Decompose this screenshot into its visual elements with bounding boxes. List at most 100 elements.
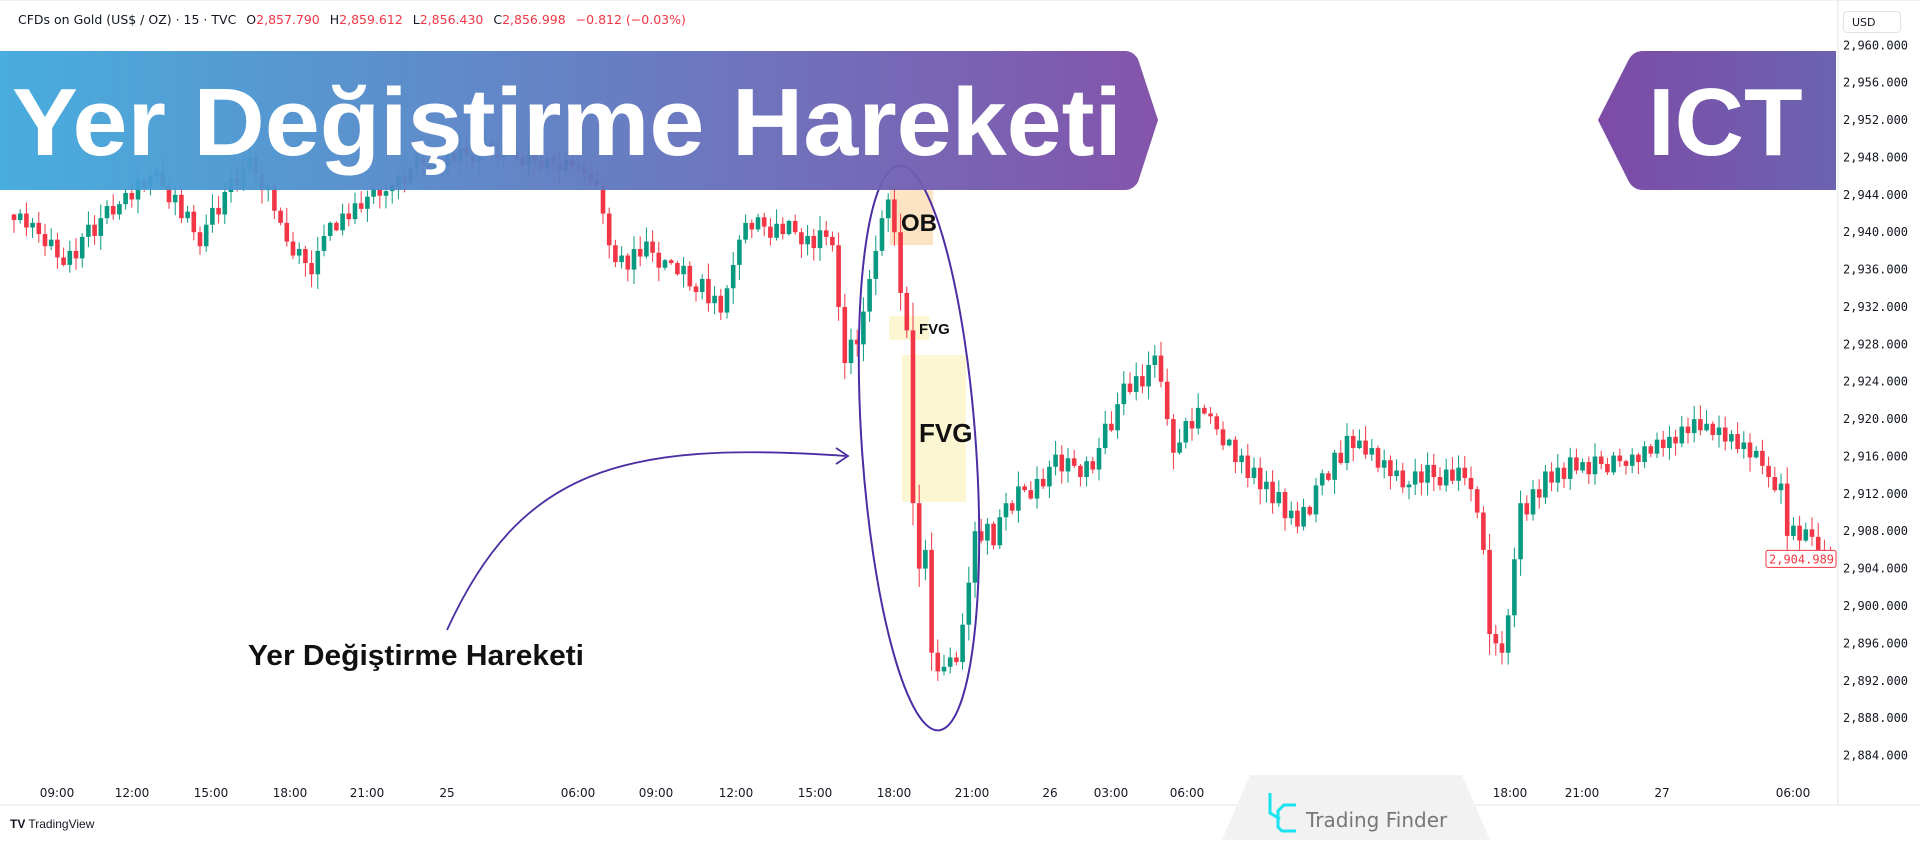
tradingview-label: TradingView xyxy=(28,817,95,831)
candle-body xyxy=(1741,442,1747,450)
candle-body xyxy=(1208,413,1213,417)
banner-title: Yer Değiştirme Hareketi xyxy=(12,69,1122,176)
candle-body xyxy=(216,207,221,215)
candle-body xyxy=(1636,454,1641,463)
time-tick-label: 12:00 xyxy=(719,786,754,800)
candle-body xyxy=(1685,426,1691,434)
candle-body xyxy=(972,531,978,583)
candle-body xyxy=(1338,452,1344,464)
candle-body xyxy=(1468,477,1474,490)
candle-body xyxy=(693,286,699,293)
candle-body xyxy=(761,217,767,227)
last-price-tag: 2,904.989 xyxy=(1765,549,1837,568)
candle-body xyxy=(842,306,848,364)
callout-arrow xyxy=(446,451,847,631)
candle-body xyxy=(185,211,190,219)
symbol-name[interactable]: CFDs on Gold (US$ / OZ) · 15 · TVC xyxy=(18,12,237,27)
candle-body xyxy=(662,260,668,268)
ict-banner: ICT xyxy=(1598,51,1836,190)
candle-body xyxy=(737,239,742,265)
candle-body xyxy=(92,224,97,236)
candle-body xyxy=(1034,478,1040,499)
candle-body xyxy=(1369,448,1375,455)
tradingview-logo[interactable]: TV TradingView xyxy=(10,817,94,831)
candle-body xyxy=(1487,549,1492,635)
candle-body xyxy=(1313,485,1319,515)
candle-body xyxy=(1307,506,1313,515)
candle-body xyxy=(749,222,755,230)
price-axis[interactable]: 2,960.000 2,956.000 2,952.000 2,948.000 2,94… xyxy=(1843,38,1908,762)
candle-body xyxy=(1753,450,1759,458)
candle-body xyxy=(1722,427,1728,442)
candle-body xyxy=(104,206,110,219)
candle-body xyxy=(1127,383,1133,392)
candle-body xyxy=(358,203,364,209)
candle-body xyxy=(1555,467,1561,483)
candle-body xyxy=(1481,512,1486,550)
candle-body xyxy=(1344,435,1350,464)
watermark-text: Trading Finder xyxy=(1305,808,1448,832)
candle-body xyxy=(42,234,48,247)
candle-body xyxy=(743,222,748,240)
candle-body xyxy=(1530,489,1536,515)
candle-body xyxy=(644,241,649,257)
currency-button[interactable]: USD xyxy=(1843,11,1901,33)
price-tick-label: 2,900.000 xyxy=(1843,599,1908,613)
candle-body xyxy=(786,220,792,235)
candle-body xyxy=(1462,467,1468,478)
candle-body xyxy=(1803,529,1809,541)
candle-body xyxy=(631,249,637,270)
candle-body xyxy=(978,531,984,541)
candle-body xyxy=(1183,420,1189,443)
price-tick-label: 2,904.000 xyxy=(1843,562,1908,576)
candle-body xyxy=(1140,376,1145,387)
time-tick-label: 12:00 xyxy=(115,786,150,800)
candle-body xyxy=(1226,439,1232,446)
candle-body xyxy=(1729,434,1734,442)
candle-body xyxy=(681,265,686,275)
candle-body xyxy=(1133,376,1139,392)
candle-body xyxy=(854,339,860,345)
time-tick-label: 21:00 xyxy=(1565,786,1600,800)
time-tick-label: 21:00 xyxy=(955,786,990,800)
candle-body xyxy=(383,191,389,196)
candle-body xyxy=(1214,416,1220,430)
time-tick-label: 15:00 xyxy=(798,786,833,800)
candle-body xyxy=(210,207,215,225)
candle-body xyxy=(1679,426,1685,444)
candle-body xyxy=(1704,423,1709,431)
candle-body xyxy=(1549,471,1554,483)
candle-body xyxy=(1493,634,1499,644)
candle-body xyxy=(1016,486,1021,511)
candle-body xyxy=(1251,467,1257,478)
time-axis[interactable]: 09:00 12:00 15:00 18:00 21:00 25 06:00 09:00 12:… xyxy=(40,786,1811,800)
candle-body xyxy=(315,250,321,275)
candle-body xyxy=(867,278,872,312)
candle-body xyxy=(1499,643,1505,653)
candle-body xyxy=(1053,454,1058,467)
candle-body xyxy=(637,249,643,257)
candle-body xyxy=(910,330,916,504)
candle-body xyxy=(1797,525,1802,541)
candle-body xyxy=(985,523,990,541)
candle-body xyxy=(1375,448,1381,468)
candle-body xyxy=(1220,429,1226,446)
candle-body xyxy=(1381,460,1387,468)
candle-body xyxy=(1319,473,1325,486)
candle-body xyxy=(799,232,804,245)
candle-body xyxy=(898,232,903,293)
candle-body xyxy=(861,311,866,345)
candle-body xyxy=(129,192,135,200)
candle-body xyxy=(284,222,290,242)
candle-body xyxy=(1667,436,1672,449)
candle-body xyxy=(110,206,116,215)
candle-body xyxy=(1691,419,1697,434)
candle-body xyxy=(848,339,854,364)
candle-body xyxy=(904,292,910,331)
candle-body xyxy=(780,223,786,235)
price-tick-label: 2,888.000 xyxy=(1843,711,1908,725)
candle-body xyxy=(1760,450,1765,466)
candle-body xyxy=(941,666,947,672)
candle-body xyxy=(774,223,779,238)
candle-body xyxy=(960,624,965,663)
